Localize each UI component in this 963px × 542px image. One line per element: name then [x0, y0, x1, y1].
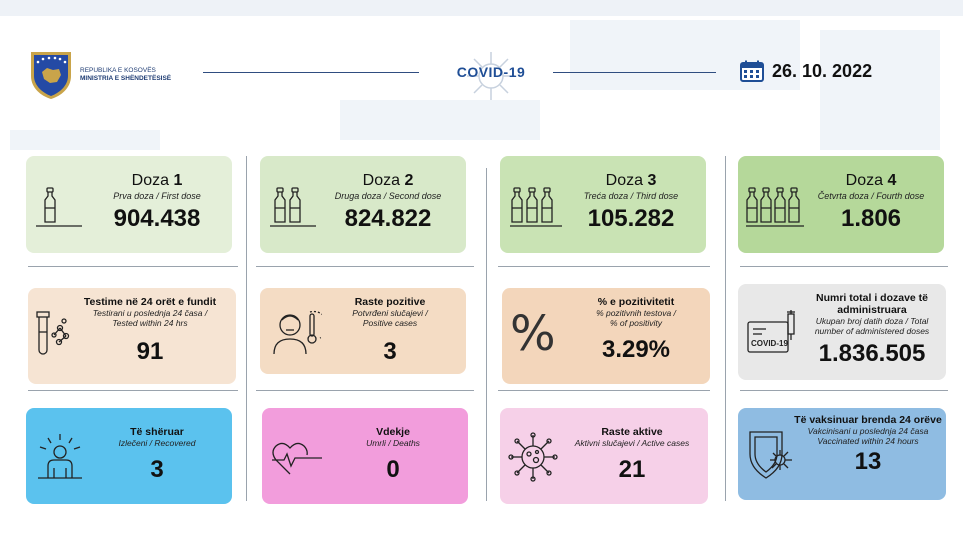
- card-value: 3: [150, 456, 164, 483]
- ministry-logo: REPUBLIKA E KOSOVËS MINISTRIA E SHËNDETË…: [28, 50, 171, 100]
- tests-24h-card: Testime në 24 orët e fundit Testirani u …: [28, 288, 236, 384]
- dose-title-word: Doza: [605, 172, 643, 189]
- column-divider-1: [246, 156, 247, 501]
- dose-title-word: Doza: [362, 172, 400, 189]
- card-subtitle-2: Vaccinated within 24 hours: [817, 436, 919, 446]
- card-value: 91: [136, 338, 164, 365]
- header-line-right: [553, 72, 716, 73]
- ministry-name: REPUBLIKA E KOSOVËS MINISTRIA E SHËNDETË…: [80, 67, 171, 83]
- card-subtitle-1: Ukupan broj datih doza / Total: [815, 316, 929, 326]
- recovered-card: Të shëruar Izlečeni / Recovered 3: [26, 408, 232, 504]
- deaths-card: Vdekje Umrli / Deaths 0: [262, 408, 468, 504]
- card-value: 1.836.505: [818, 340, 926, 367]
- row-divider-1d: [740, 266, 948, 267]
- dose-title: Doza 3: [562, 172, 700, 190]
- patient-fever-icon: [273, 310, 322, 355]
- dose-number: 3: [647, 172, 657, 189]
- card-title: % e pozitivitetit: [597, 296, 675, 308]
- dose-subtitle: Četvrta doza / Fourth dose: [817, 191, 925, 201]
- card-title: Raste pozitive: [354, 296, 426, 308]
- card-value: 21: [618, 456, 646, 483]
- vial-icon: [36, 187, 82, 227]
- org-line-1: REPUBLIKA E KOSOVËS: [80, 67, 156, 74]
- total-doses-card: COVID-19 Numri total i dozave të adminis…: [738, 284, 946, 380]
- dose-subtitle: Treća doza / Third dose: [583, 191, 679, 201]
- dose-1-card: Doza 1 Prva doza / First dose 904.438: [26, 156, 232, 253]
- card-subtitle: Aktivni slučajevi / Active cases: [574, 438, 690, 448]
- vial-icon: [746, 187, 804, 227]
- row-divider-1a: [28, 266, 238, 267]
- dose-value: 824.822: [344, 205, 432, 232]
- dose-number: 1: [173, 172, 183, 189]
- card-value: 3: [383, 338, 397, 365]
- card-subtitle-1: Testirani u poslednja 24 časa /: [92, 308, 208, 318]
- page-title: COVID-19: [456, 64, 526, 80]
- test-tube-icon: [36, 311, 70, 355]
- row-divider-1c: [498, 266, 710, 267]
- card-subtitle-2: % of positivity: [610, 318, 662, 328]
- card-value: 0: [386, 456, 400, 483]
- vaccine-shield-icon: [749, 431, 792, 479]
- dose-title: Doza 1: [88, 172, 226, 190]
- dose-value: 1.806: [840, 205, 902, 232]
- report-date: 26. 10. 2022: [772, 60, 873, 81]
- card-subtitle-2: number of administered doses: [814, 326, 930, 336]
- kosovo-emblem-icon: [31, 52, 71, 99]
- vaccine-certificate-icon: COVID-19: [747, 310, 795, 353]
- card-value: 13: [854, 448, 882, 475]
- column-divider-2: [486, 168, 487, 501]
- vial-icon: [510, 187, 562, 227]
- row-divider-2c: [498, 390, 710, 391]
- dose-subtitle: Druga doza / Second dose: [334, 191, 442, 201]
- row-divider-2d: [740, 390, 948, 391]
- card-subtitle-2: Tested within 24 hrs: [112, 318, 188, 328]
- virus-icon: [508, 432, 558, 482]
- org-line-2: MINISTRIA E SHËNDETËSISË: [80, 75, 172, 82]
- calendar-icon: [740, 60, 764, 82]
- dose-number: 2: [404, 172, 414, 189]
- dose-4-card: Doza 4 Četvrta doza / Fourth dose 1.806: [738, 156, 944, 253]
- card-subtitle-1: % pozitivnih testova /: [596, 308, 676, 318]
- card-value: 3.29%: [601, 336, 671, 363]
- row-divider-2a: [28, 390, 238, 391]
- positive-cases-card: Raste pozitive Potvrđeni slučajevi / Pos…: [260, 288, 466, 374]
- positivity-card: % % e pozitivitetit % pozitivnih testova…: [502, 288, 710, 384]
- card-subtitle-2: Positive cases: [362, 318, 418, 328]
- row-divider-2b: [256, 390, 474, 391]
- virus-watermark-icon: [467, 52, 515, 100]
- vaccinated-24h-card: Të vaksinuar brenda 24 orëve Vakcinisani…: [738, 408, 946, 500]
- card-title: Numri total i dozave të administruara: [815, 292, 929, 316]
- dose-value: 105.282: [587, 205, 675, 232]
- card-title: Testime në 24 orët e fundit: [83, 296, 217, 308]
- vial-icon: [270, 187, 316, 227]
- percent-icon: %: [510, 306, 556, 362]
- dose-3-card: Doza 3 Treća doza / Third dose 105.282: [500, 156, 706, 253]
- column-divider-3: [725, 156, 726, 501]
- dose-subtitle: Prva doza / First dose: [113, 191, 201, 201]
- active-cases-card: Raste aktive Aktivni slučajevi / Active …: [500, 408, 708, 504]
- card-subtitle: Izlečeni / Recovered: [118, 438, 196, 448]
- dose-title: Doza 4: [804, 172, 938, 190]
- dose-value: 904.438: [113, 205, 201, 232]
- header-line-left: [203, 72, 419, 73]
- card-title: Raste aktive: [601, 426, 663, 438]
- row-divider-1b: [256, 266, 474, 267]
- date-display: 26. 10. 2022: [740, 60, 872, 82]
- heartbeat-icon: [272, 442, 322, 475]
- dose-title-word: Doza: [845, 172, 883, 189]
- card-subtitle: Umrli / Deaths: [366, 438, 420, 448]
- recovered-person-icon: [38, 434, 82, 479]
- dose-title: Doza 2: [318, 172, 458, 190]
- dose-number: 4: [887, 172, 897, 189]
- dose-title-word: Doza: [131, 172, 169, 189]
- card-subtitle-1: Vakcinisani u poslednja 24 časa: [807, 426, 929, 436]
- certificate-label: COVID-19: [751, 339, 788, 348]
- card-title: Të vaksinuar brenda 24 orëve: [794, 414, 942, 426]
- card-title: Vdekje: [376, 426, 410, 438]
- dose-2-card: Doza 2 Druga doza / Second dose 824.822: [260, 156, 466, 253]
- card-subtitle-1: Potvrđeni slučajevi /: [352, 308, 428, 318]
- card-title: Të shëruar: [130, 426, 184, 438]
